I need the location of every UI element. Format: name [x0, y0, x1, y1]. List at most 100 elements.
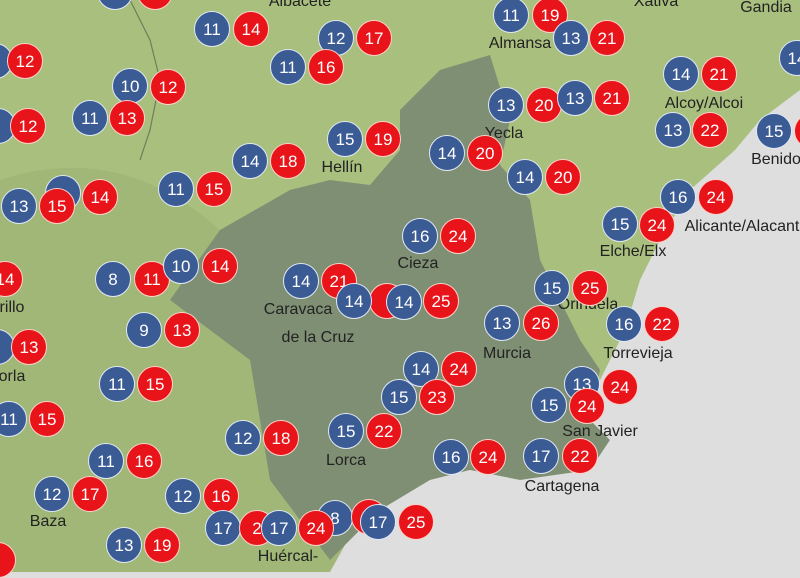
min-temp-pin[interactable]: 17	[360, 504, 396, 540]
min-temp-pin[interactable]: 17	[205, 510, 241, 546]
place-label: Xàtiva	[633, 0, 679, 10]
min-temp-pin[interactable]: 14	[336, 283, 372, 319]
max-temp-pin[interactable]: 14	[233, 11, 269, 47]
min-temp-pin[interactable]: 10	[112, 68, 148, 104]
max-temp-pin[interactable]: 19	[144, 527, 180, 563]
max-temp-pin[interactable]: 17	[72, 476, 108, 512]
min-temp-pin[interactable]: 12	[225, 420, 261, 456]
min-temp-pin[interactable]: 16	[660, 179, 696, 215]
min-temp-pin[interactable]: 9	[126, 312, 162, 348]
max-temp-pin[interactable]: 25	[572, 270, 608, 306]
max-temp-pin[interactable]: 16	[126, 443, 162, 479]
max-temp-pin[interactable]: 24	[698, 179, 734, 215]
min-temp-pin[interactable]: 15	[381, 379, 417, 415]
max-temp-pin[interactable]: 22	[692, 112, 728, 148]
max-temp-pin[interactable]: 15	[39, 188, 75, 224]
min-temp-pin[interactable]: 10	[163, 248, 199, 284]
min-temp-pin[interactable]: 14	[663, 56, 699, 92]
max-temp-pin[interactable]: 19	[365, 121, 401, 157]
place-label: Almansa	[488, 35, 552, 52]
min-temp-pin[interactable]: 14	[507, 159, 543, 195]
max-temp-pin[interactable]: 24	[639, 207, 675, 243]
min-temp-pin[interactable]: 16	[606, 306, 642, 342]
max-temp-pin[interactable]: 20	[467, 135, 503, 171]
max-temp-pin[interactable]: 14	[82, 179, 118, 215]
min-temp-pin[interactable]: 15	[534, 270, 570, 306]
max-temp-pin[interactable]: 21	[589, 20, 625, 56]
max-temp-pin[interactable]: 12	[10, 108, 46, 144]
min-temp-pin[interactable]: 13	[488, 87, 524, 123]
min-temp-pin[interactable]: 12	[34, 476, 70, 512]
max-temp-pin[interactable]: 22	[644, 306, 680, 342]
place-label: Alcoy/Alcoi	[664, 95, 744, 112]
min-temp-pin[interactable]: 15	[327, 121, 363, 157]
min-temp-pin[interactable]: 15	[531, 387, 567, 423]
min-temp-pin[interactable]: 12	[318, 20, 354, 56]
place-label: Alicante/Alacant	[684, 218, 800, 235]
place-label: rillo	[0, 299, 25, 316]
min-temp-pin[interactable]: 13	[1, 188, 37, 224]
min-temp-pin[interactable]: 15	[328, 413, 364, 449]
min-temp-pin[interactable]: 14	[232, 143, 268, 179]
max-temp-pin[interactable]: 21	[701, 56, 737, 92]
min-temp-pin[interactable]: 16	[433, 439, 469, 475]
max-temp-pin[interactable]: 13	[164, 312, 200, 348]
max-temp-pin[interactable]: 16	[203, 478, 239, 514]
min-temp-pin[interactable]: 16	[402, 218, 438, 254]
max-temp-pin[interactable]: 18	[263, 420, 299, 456]
max-temp-pin[interactable]: 15	[29, 401, 65, 437]
place-label: Huércal-	[257, 548, 319, 565]
max-temp-pin[interactable]: 24	[440, 218, 476, 254]
max-temp-pin[interactable]: 24	[298, 510, 334, 546]
place-label: Cieza	[397, 255, 439, 272]
min-temp-pin[interactable]: 13	[564, 366, 600, 402]
max-temp-pin[interactable]: 18	[270, 143, 306, 179]
min-temp-pin[interactable]: 13	[106, 527, 142, 563]
min-temp-pin[interactable]: 13	[557, 80, 593, 116]
min-temp-pin[interactable]: 11	[88, 443, 124, 479]
min-temp-pin[interactable]: 14	[283, 263, 319, 299]
min-temp-pin[interactable]: 12	[165, 478, 201, 514]
min-temp-pin[interactable]: 14	[429, 135, 465, 171]
max-temp-pin[interactable]: 24	[441, 351, 477, 387]
min-temp-pin[interactable]: 13	[655, 112, 691, 148]
max-temp-pin[interactable]: 17	[356, 20, 392, 56]
max-temp-pin[interactable]: 22	[366, 413, 402, 449]
max-temp-pin[interactable]: 23	[419, 379, 455, 415]
place-label: Torrevieja	[603, 345, 673, 362]
max-temp-pin[interactable]: 21	[594, 80, 630, 116]
min-temp-pin[interactable]: 17	[261, 510, 297, 546]
max-temp-pin[interactable]: 16	[308, 49, 344, 85]
max-temp-pin[interactable]: 24	[470, 439, 506, 475]
min-temp-pin[interactable]: 13	[484, 305, 520, 341]
max-temp-pin[interactable]: 25	[398, 504, 434, 540]
max-temp-pin[interactable]: 20	[526, 87, 562, 123]
max-temp-pin[interactable]: 14	[0, 261, 23, 297]
max-temp-pin[interactable]: 12	[150, 69, 186, 105]
min-temp-pin[interactable]: 13	[553, 20, 589, 56]
min-temp-pin[interactable]: 11	[270, 49, 306, 85]
max-temp-pin[interactable]: 14	[202, 248, 238, 284]
max-temp-pin[interactable]: 13	[11, 329, 47, 365]
max-temp-pin[interactable]: 24	[602, 369, 638, 405]
max-temp-pin[interactable]: 20	[545, 159, 581, 195]
max-temp-pin[interactable]: 15	[137, 366, 173, 402]
min-temp-pin[interactable]: 17	[523, 438, 559, 474]
place-label: Elche/Elx	[599, 243, 667, 260]
min-temp-pin[interactable]: 11	[158, 171, 194, 207]
min-temp-pin[interactable]: 11	[493, 0, 529, 33]
min-temp-pin[interactable]: 11	[72, 100, 108, 136]
max-temp-pin[interactable]: 13	[109, 100, 145, 136]
max-temp-pin[interactable]: 25	[423, 283, 459, 319]
max-temp-pin[interactable]: 15	[196, 171, 232, 207]
max-temp-pin[interactable]: 12	[7, 43, 43, 79]
min-temp-pin[interactable]: 11	[194, 11, 230, 47]
min-temp-pin[interactable]: 15	[602, 206, 638, 242]
min-temp-pin[interactable]: 15	[756, 113, 792, 149]
max-temp-pin[interactable]: 22	[562, 438, 598, 474]
max-temp-pin[interactable]: 26	[523, 305, 559, 341]
max-temp-pin[interactable]: 24	[569, 388, 605, 424]
min-temp-pin[interactable]: 11	[99, 366, 135, 402]
min-temp-pin[interactable]: 14	[386, 284, 422, 320]
min-temp-pin[interactable]: 8	[95, 261, 131, 297]
